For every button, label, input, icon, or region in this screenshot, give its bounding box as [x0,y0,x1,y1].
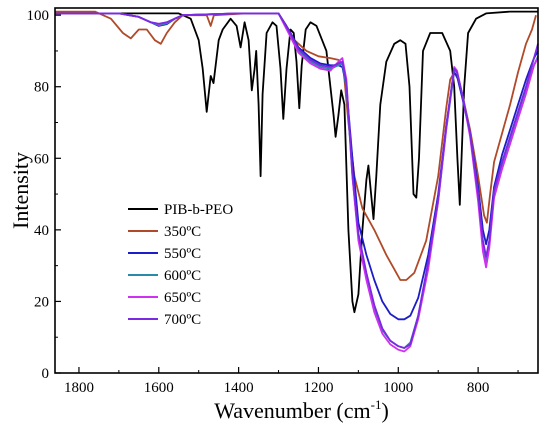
x-axis-title-main: Wavenumber (cm [214,398,370,423]
x-axis-title-unit-exponent: -1 [371,397,382,412]
legend-label: 600ºC [164,268,201,284]
legend: PIB-b-PEO 350ºC 550ºC 600ºC 650ºC 700ºC [128,202,233,328]
y-tick-label: 60 [34,151,49,167]
series-line [55,10,537,281]
x-tick-label: 1000 [383,380,413,396]
y-axis-ticks: 0 20 40 60 80 100 [27,8,61,382]
y-axis-title: Intensity [8,152,33,229]
legend-label: 650ºC [164,290,201,306]
legend-label: PIB-b-PEO [164,202,233,218]
legend-label: 700ºC [164,312,201,328]
x-axis-title-close: ) [381,398,388,423]
x-tick-label: 1600 [144,380,174,396]
legend-label: 350ºC [164,224,201,240]
y-tick-label: 40 [34,223,49,239]
series-layer [55,10,539,353]
x-axis-title: Wavenumber (cm-1) [214,397,389,423]
x-tick-label: 1200 [303,380,333,396]
y-tick-label: 20 [34,294,49,310]
x-axis-ticks: 1800 1600 1400 1200 1000 800 [64,367,519,396]
y-tick-label: 80 [34,80,49,96]
x-tick-label: 1400 [224,380,254,396]
y-tick-label: 100 [27,8,50,24]
y-tick-label: 0 [42,366,50,382]
legend-label: 550ºC [164,246,201,262]
x-tick-label: 1800 [64,380,94,396]
series-line [55,10,538,314]
plot-frame [54,7,539,374]
series-line [55,12,539,349]
x-tick-label: 800 [467,380,490,396]
